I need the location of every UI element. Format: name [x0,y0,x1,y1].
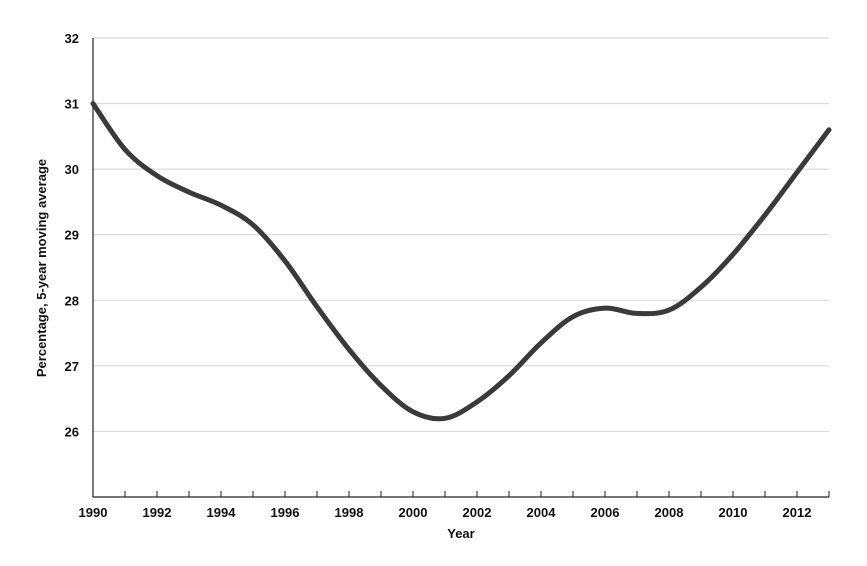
y-tick-label-31: 31 [65,97,79,112]
series-line-0 [90,101,832,422]
x-tick-label-2006: 2006 [591,505,620,520]
series-group [90,101,832,422]
y-tick-label-28: 28 [65,293,79,308]
x-tick-label-2000: 2000 [399,505,428,520]
x-tick-label-1998: 1998 [335,505,364,520]
x-tick-label-2012: 2012 [783,505,812,520]
y-tick-label-30: 30 [65,162,79,177]
y-tick-label-29: 29 [65,228,79,243]
x-tick-label-2004: 2004 [527,505,557,520]
y-axis-title: Percentage, 5-year moving average [34,159,49,377]
x-axis-title: Year [447,526,474,541]
x-tick-label-1990: 1990 [79,505,108,520]
y-tick-label-26: 26 [65,424,79,439]
x-tick-labels: 1990 1992 1994 1996 1998 2000 2002 2004 2006 2008… [79,505,812,520]
x-tick-label-1996: 1996 [271,505,300,520]
x-tick-label-2008: 2008 [655,505,684,520]
x-tick-label-2002: 2002 [463,505,492,520]
grid-lines [93,37,829,432]
y-tick-labels: 26 27 28 29 30 31 32 [65,31,79,439]
x-tick-label-1994: 1994 [207,505,237,520]
x-ticks [92,491,830,497]
y-tick-label-32: 32 [65,31,79,46]
y-tick-label-27: 27 [65,359,79,374]
x-tick-label-2010: 2010 [719,505,748,520]
x-tick-label-1992: 1992 [143,505,172,520]
